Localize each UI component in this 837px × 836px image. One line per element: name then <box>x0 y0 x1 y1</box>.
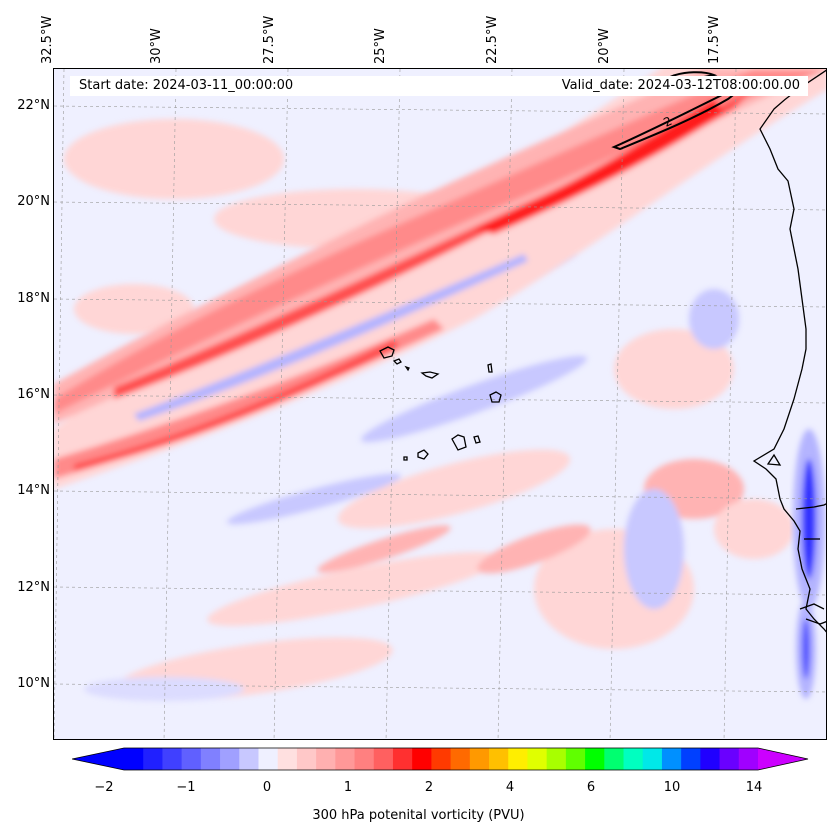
colorbar-segment <box>124 748 144 770</box>
colorbar-segment <box>220 748 240 770</box>
valid-date-label: Valid_date: 2024-03-12T08:00:00.00 <box>561 78 800 93</box>
colorbar-tick: 14 <box>745 780 763 795</box>
gridlines <box>54 69 826 739</box>
colorbar-segment <box>604 748 625 770</box>
colorbar-tick: 0 <box>262 780 272 795</box>
colorbar <box>72 747 809 771</box>
colorbar-tick: 2 <box>424 780 434 795</box>
colorbar-segment <box>508 748 528 770</box>
cape-verde-islands <box>379 346 502 461</box>
lon-label-32-5w: 32.5°W <box>40 15 55 64</box>
lon-label-17-5w: 17.5°W <box>707 15 722 64</box>
colorbar-tick: 10 <box>663 780 681 795</box>
lat-label-14n: 14°N <box>17 483 50 498</box>
colorbar-tick: −1 <box>176 780 196 795</box>
lon-label-27-5w: 27.5°W <box>262 15 277 64</box>
colorbar-tick: 1 <box>343 780 353 795</box>
colorbar-segment <box>546 748 567 770</box>
colorbar-segment <box>392 748 413 770</box>
colorbar-segment <box>354 748 375 770</box>
colorbar-tick: −2 <box>94 780 114 795</box>
colorbar-segment <box>277 748 298 770</box>
colorbar-segment <box>738 748 759 770</box>
colorbar-segment <box>719 748 740 770</box>
lat-label-12n: 12°N <box>17 580 50 595</box>
map-panel[interactable]: 2 <box>53 68 827 740</box>
lon-label-25w: 25°W <box>373 28 388 64</box>
colorbar-segment <box>450 748 471 770</box>
date-info-bar: Start date: 2024-03-11_00:00:00 Valid_da… <box>70 76 808 96</box>
colorbar-segment <box>258 748 279 770</box>
lon-label-20w: 20°W <box>597 28 612 64</box>
colorbar-extend-right <box>758 748 808 770</box>
lon-label-30w: 30°W <box>149 28 164 64</box>
lat-label-20n: 20°N <box>17 194 50 209</box>
colorbar-segment <box>296 748 317 770</box>
colorbar-segment <box>335 748 356 770</box>
lat-label-22n: 22°N <box>17 98 50 113</box>
colorbar-segment <box>143 748 163 770</box>
colorbar-tick: 4 <box>505 780 515 795</box>
colorbar-segment <box>489 748 509 770</box>
colorbar-segment <box>681 748 701 770</box>
map-canvas: 2 <box>54 69 826 739</box>
colorbar-segment <box>469 748 490 770</box>
lat-label-18n: 18°N <box>17 291 50 306</box>
colorbar-segment <box>623 748 644 770</box>
colorbar-segment <box>585 748 605 770</box>
colorbar-segment <box>200 748 221 770</box>
colorbar-segment <box>181 748 202 770</box>
colorbar-label: 300 hPa potenital vorticity (PVU) <box>312 808 525 823</box>
colorbar-tick: 6 <box>586 780 596 795</box>
colorbar-extend-left <box>72 748 124 770</box>
lon-label-22-5w: 22.5°W <box>485 15 500 64</box>
lat-label-16n: 16°N <box>17 387 50 402</box>
lat-label-10n: 10°N <box>17 676 50 691</box>
colorbar-segment <box>316 748 336 770</box>
colorbar-segment <box>661 748 682 770</box>
colorbar-segment <box>239 748 259 770</box>
colorbar-outline <box>72 747 809 771</box>
colorbar-segment <box>373 748 394 770</box>
start-date-label: Start date: 2024-03-11_00:00:00 <box>79 78 294 93</box>
colorbar-segment <box>642 748 663 770</box>
colorbar-segment <box>700 748 721 770</box>
colorbar-segment <box>565 748 586 770</box>
colorbar-segment <box>527 748 548 770</box>
pv-band <box>54 69 826 489</box>
colorbar-segment <box>431 748 452 770</box>
coastal-blue-anomaly <box>793 429 825 699</box>
colorbar-segment <box>412 748 432 770</box>
colorbar-segment <box>162 748 183 770</box>
